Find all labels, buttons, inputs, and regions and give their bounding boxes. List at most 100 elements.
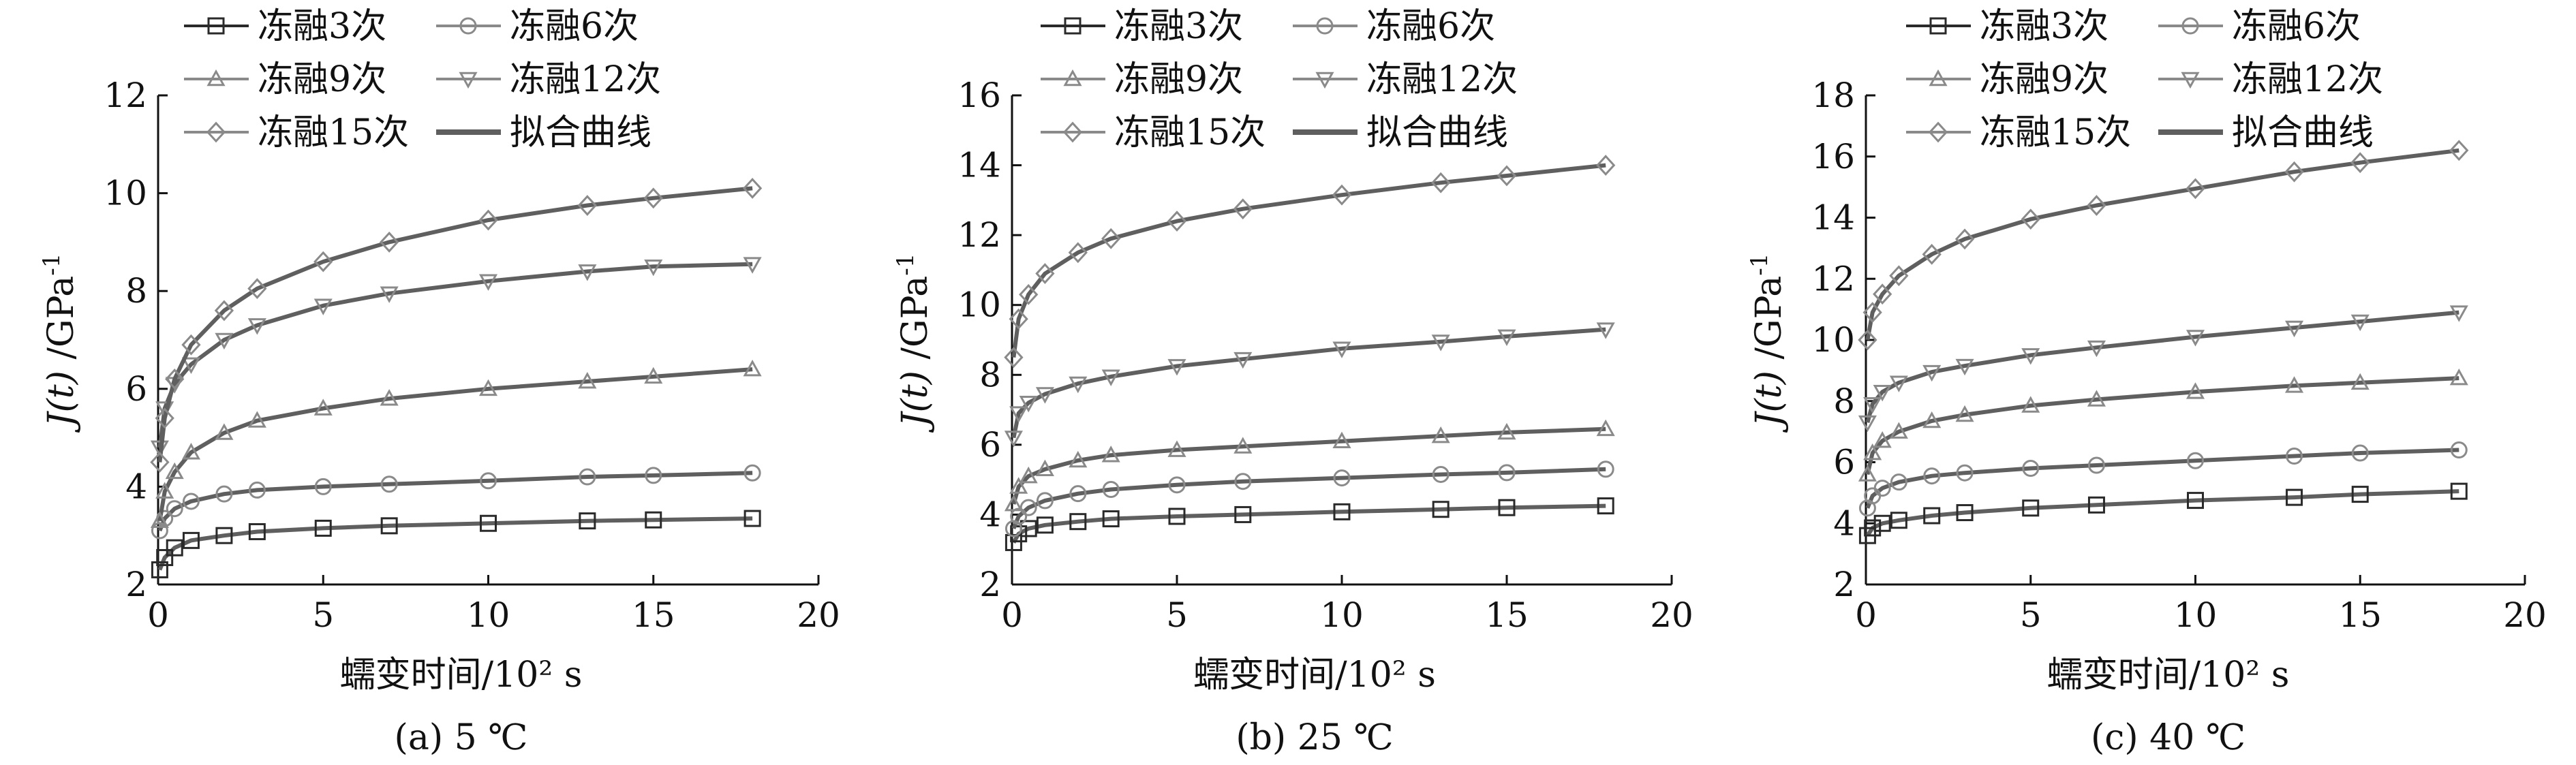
data-point-s6 bbox=[215, 485, 233, 503]
data-point-s3 bbox=[2022, 499, 2040, 517]
data-point-s12 bbox=[215, 332, 234, 350]
y-axis-label: J(t) /GPa-1 bbox=[1746, 253, 1790, 433]
legend-marker-s9 bbox=[1063, 69, 1082, 87]
legend-marker-s15 bbox=[1062, 121, 1083, 143]
data-point-s9 bbox=[2285, 376, 2304, 393]
data-point-s12 bbox=[150, 440, 169, 458]
fit-curve-s9 bbox=[1011, 426, 1606, 505]
data-point-s3 bbox=[1069, 513, 1087, 531]
data-point-s9 bbox=[1004, 494, 1023, 512]
y-tick-label: 6 bbox=[1833, 443, 1855, 482]
data-point-s6 bbox=[743, 464, 761, 482]
panel-caption: (b) 25 ℃ bbox=[1236, 717, 1393, 758]
data-point-s9 bbox=[2087, 390, 2106, 407]
legend-label-s6: 冻融6次 bbox=[510, 6, 639, 47]
data-point-s3 bbox=[1168, 508, 1186, 525]
legend-marker-s15 bbox=[206, 121, 226, 143]
data-point-s3 bbox=[1036, 516, 1054, 534]
data-point-s6 bbox=[1498, 464, 1516, 482]
data-point-s3 bbox=[579, 512, 596, 530]
data-point-s9 bbox=[644, 366, 663, 384]
legend-label-s6: 冻融6次 bbox=[1366, 6, 1495, 47]
data-point-s6 bbox=[1102, 481, 1120, 499]
data-point-s6 bbox=[1923, 467, 1941, 485]
fit-curve-s9 bbox=[157, 367, 753, 522]
data-point-s15 bbox=[2186, 178, 2205, 200]
series-s3 bbox=[1005, 497, 1614, 551]
y-tick-label: 16 bbox=[957, 76, 1001, 115]
series-s15 bbox=[1004, 155, 1616, 369]
x-tick-label: 0 bbox=[147, 595, 169, 635]
y-tick-label: 6 bbox=[125, 369, 147, 409]
data-point-s3 bbox=[1873, 514, 1891, 532]
data-point-s15 bbox=[247, 278, 267, 300]
data-point-s12 bbox=[1431, 334, 1450, 352]
data-point-s6 bbox=[2286, 448, 2303, 465]
data-point-s9 bbox=[247, 411, 266, 428]
data-point-s3 bbox=[1956, 504, 1974, 522]
data-point-s15 bbox=[1068, 242, 1088, 264]
data-point-s9 bbox=[2449, 369, 2468, 386]
data-point-s9 bbox=[1167, 440, 1186, 457]
data-point-s3 bbox=[2087, 496, 2105, 514]
data-point-s9 bbox=[380, 389, 399, 406]
y-tick-label: 8 bbox=[979, 355, 1001, 394]
data-point-s9 bbox=[1431, 426, 1450, 443]
data-point-s9 bbox=[1922, 411, 1942, 428]
x-tick-label: 5 bbox=[312, 595, 334, 635]
data-point-s6 bbox=[645, 467, 662, 484]
data-point-s12 bbox=[1858, 415, 1877, 433]
x-tick-label: 5 bbox=[1166, 595, 1188, 635]
data-point-s12 bbox=[644, 260, 663, 277]
data-point-s3 bbox=[151, 561, 168, 578]
series-s6 bbox=[1858, 441, 2468, 517]
series-s12 bbox=[1004, 322, 1615, 448]
data-point-s6 bbox=[2351, 444, 2369, 462]
data-point-s12 bbox=[380, 286, 399, 303]
data-point-s3 bbox=[1498, 499, 1516, 516]
data-point-s12 bbox=[743, 257, 762, 274]
data-point-s15 bbox=[742, 178, 763, 199]
data-point-s15 bbox=[1497, 165, 1517, 187]
legend-label-s12: 冻融12次 bbox=[1366, 59, 1518, 100]
series-s15 bbox=[150, 178, 763, 473]
legend-marker-s3 bbox=[1929, 17, 1947, 35]
legend-label-fit: 拟合曲线 bbox=[510, 112, 651, 153]
data-point-s3 bbox=[380, 517, 398, 535]
data-point-s9 bbox=[1069, 450, 1088, 468]
panel-caption: (c) 40 ℃ bbox=[2091, 717, 2245, 758]
data-point-s15 bbox=[1009, 308, 1028, 330]
y-tick-label: 2 bbox=[1833, 565, 1855, 604]
data-point-s6 bbox=[1956, 464, 1974, 482]
fit-curve-s9 bbox=[1865, 376, 2459, 475]
data-point-s15 bbox=[150, 452, 170, 473]
data-point-s12 bbox=[1004, 431, 1023, 448]
data-point-s6 bbox=[380, 475, 398, 493]
data-point-s15 bbox=[1922, 243, 1942, 265]
data-point-s6 bbox=[1234, 473, 1252, 490]
series-s9 bbox=[150, 359, 762, 528]
data-point-s9 bbox=[1019, 466, 1038, 484]
fit-curve-s15 bbox=[1011, 163, 1606, 358]
data-point-s9 bbox=[155, 482, 174, 499]
data-point-s6 bbox=[1597, 460, 1614, 478]
fit-curve-s12 bbox=[157, 262, 753, 448]
data-point-s15 bbox=[2449, 140, 2469, 161]
data-point-s3 bbox=[1234, 505, 1252, 523]
legend-label-s12: 冻融12次 bbox=[510, 59, 661, 100]
data-point-s15 bbox=[1332, 184, 1352, 206]
data-point-s15 bbox=[2021, 208, 2040, 230]
series-s9 bbox=[1004, 419, 1615, 512]
data-point-s6 bbox=[1036, 492, 1054, 510]
y-tick-label: 2 bbox=[979, 565, 1001, 604]
data-point-s3 bbox=[1010, 525, 1028, 543]
data-point-s3 bbox=[166, 539, 183, 557]
chart-panel-1: 2 4 6 8 10 12 0 5 10 15 20 蠕变时间/10² s J(t) /GPa-1 (a)… bbox=[38, 6, 840, 758]
x-tick-label: 10 bbox=[2174, 595, 2218, 635]
data-point-s3 bbox=[645, 511, 662, 529]
data-point-s15 bbox=[1004, 347, 1024, 369]
data-point-s15 bbox=[1889, 265, 1909, 287]
data-point-s9 bbox=[1858, 465, 1877, 482]
